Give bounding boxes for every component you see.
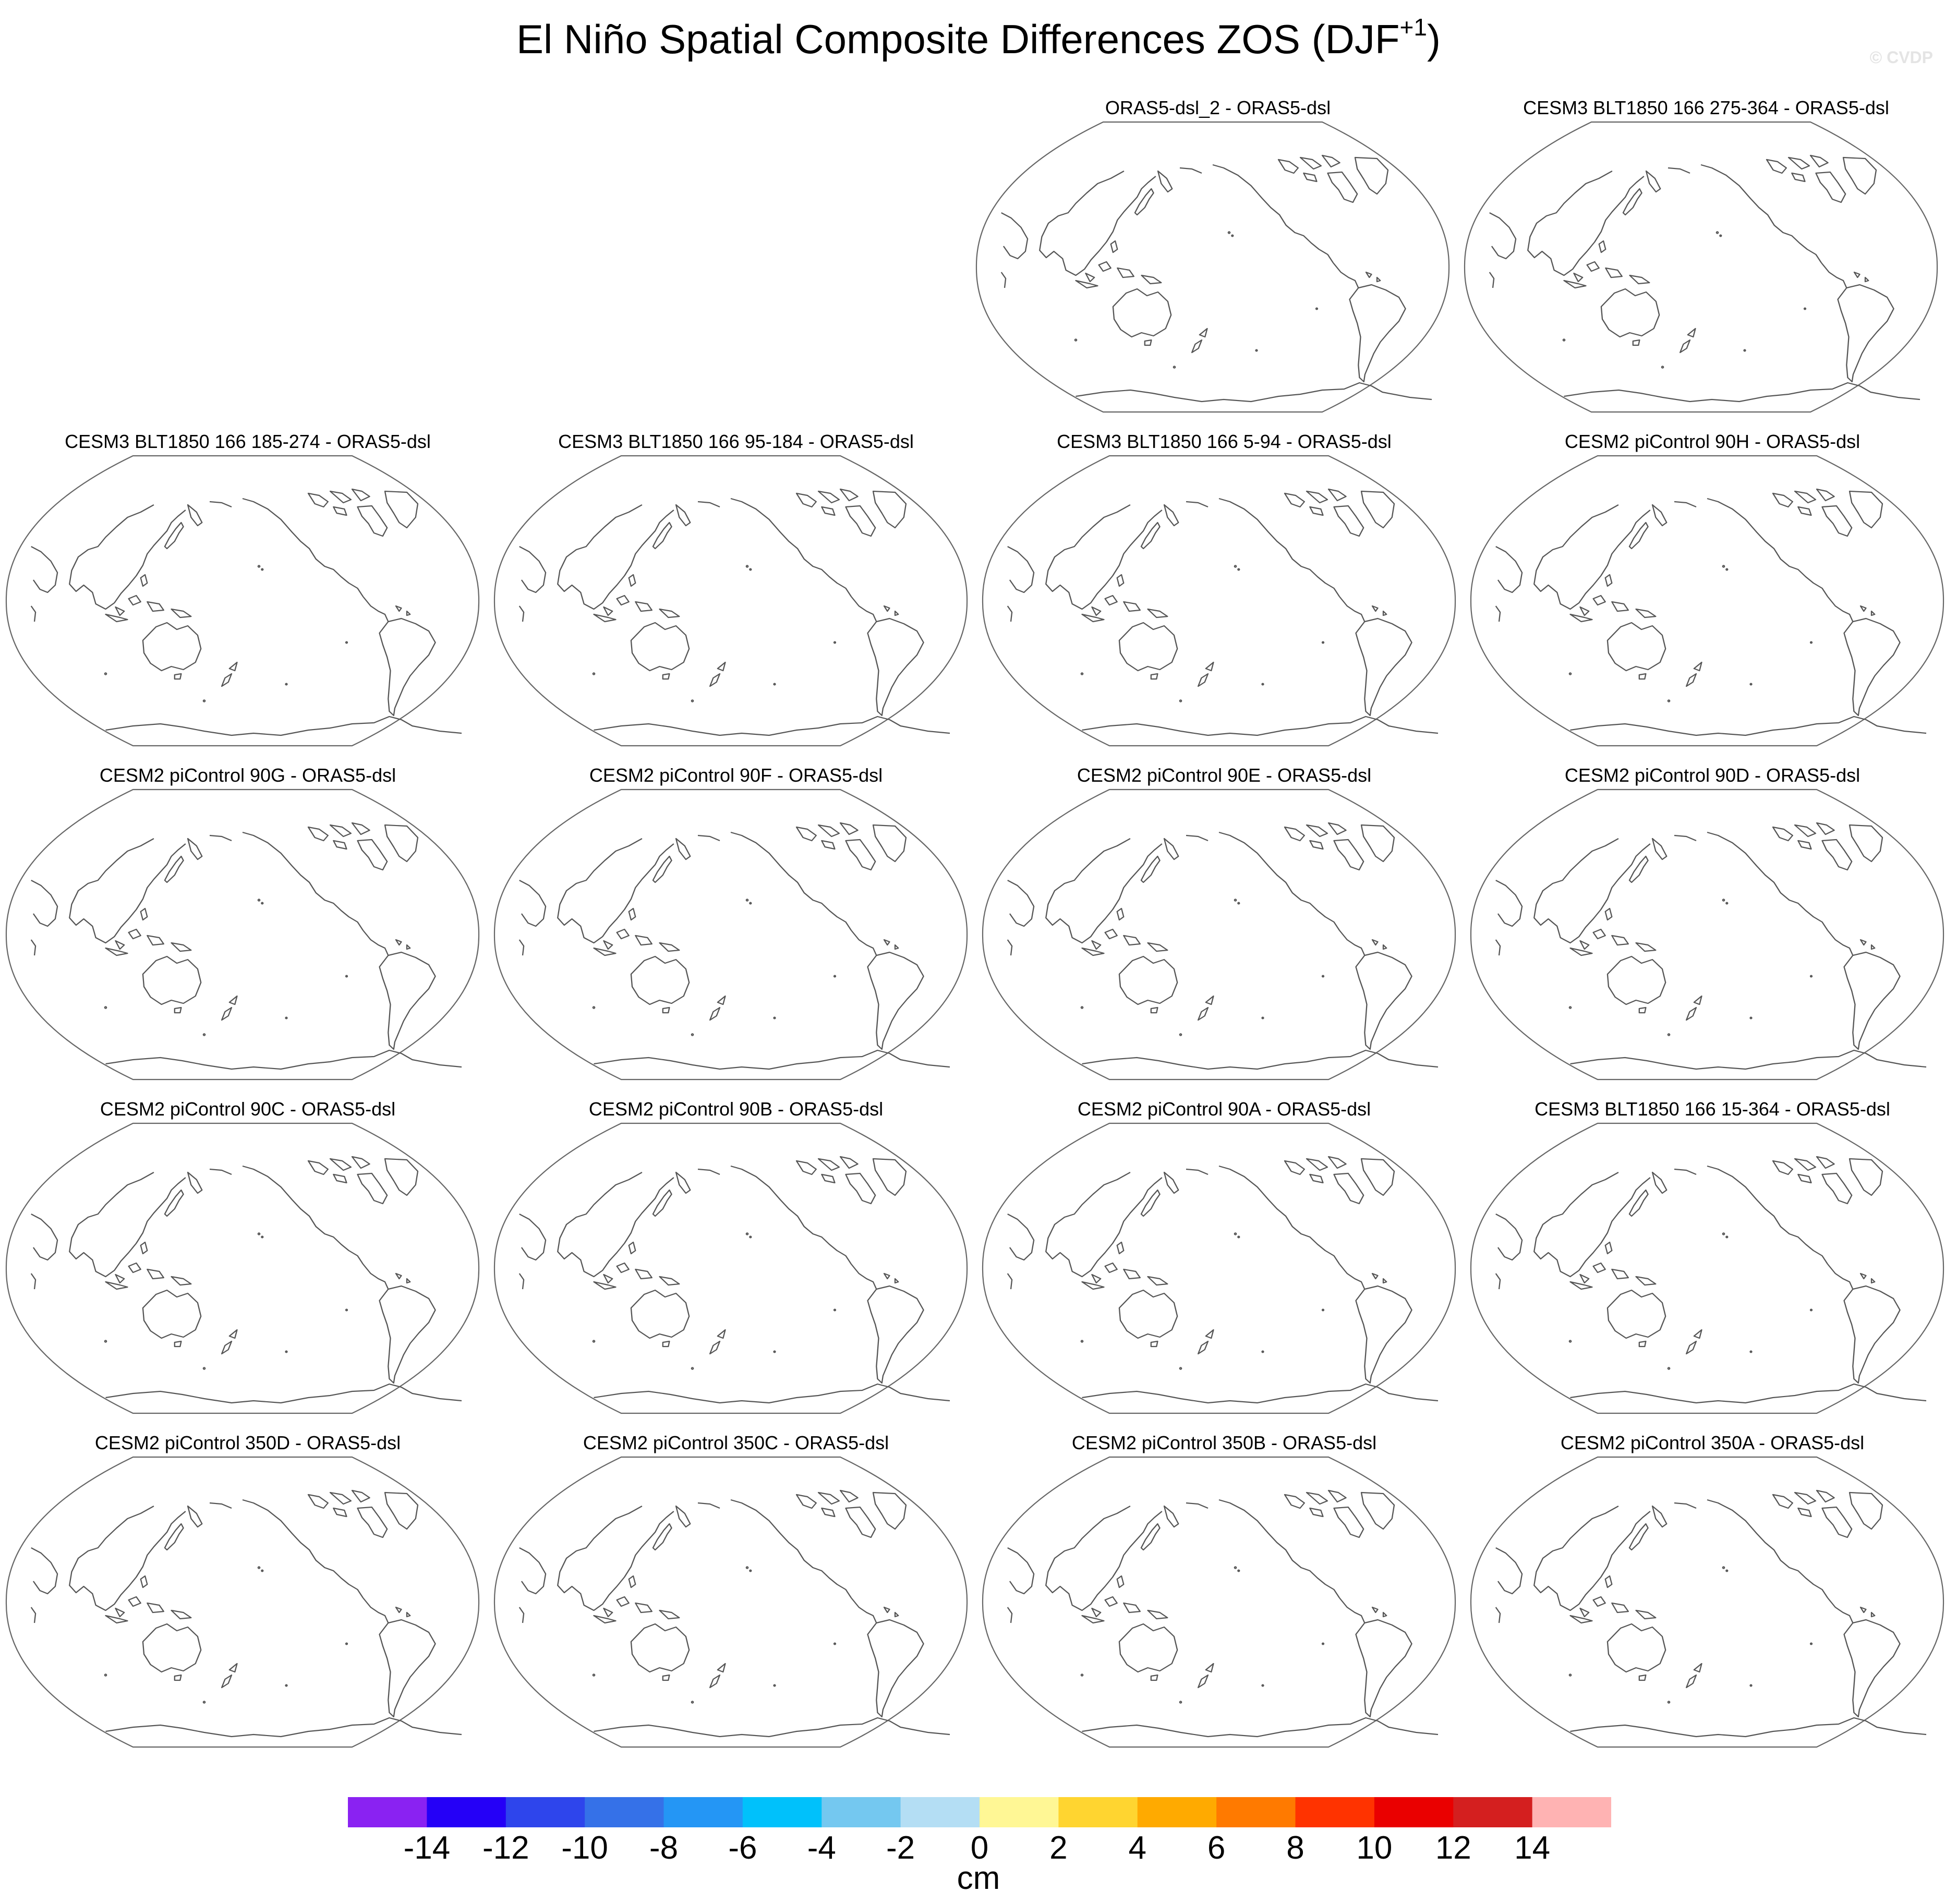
panel-title: CESM3 BLT1850 166 95-184 - ORAS5-dsl <box>558 431 914 452</box>
panel-title: CESM2 piControl 90A - ORAS5-dsl <box>1077 1098 1371 1120</box>
world-map <box>982 1122 1456 1414</box>
colorbar-swatch <box>1137 1797 1217 1827</box>
colorbar-swatch <box>1058 1797 1138 1827</box>
world-map <box>1464 121 1938 413</box>
world-map <box>982 455 1456 747</box>
panel-title: CESM2 piControl 350C - ORAS5-dsl <box>583 1432 889 1453</box>
colorbar-tick-label: -6 <box>728 1830 757 1866</box>
map-panel: CESM2 piControl 90D - ORAS5-dsl <box>1470 765 1955 1098</box>
map-panel: CESM3 BLT1850 166 185-274 - ORAS5-dsl <box>5 431 490 765</box>
colorbar-tick-label: -12 <box>482 1830 529 1866</box>
colorbar-swatch <box>1532 1797 1611 1827</box>
panel-title: CESM2 piControl 90D - ORAS5-dsl <box>1564 765 1861 786</box>
colorbar-tick-label: -2 <box>886 1830 915 1866</box>
map-panel: CESM2 piControl 90A - ORAS5-dsl <box>982 1098 1467 1432</box>
map-panel: CESM3 BLT1850 166 95-184 - ORAS5-dsl <box>493 431 978 765</box>
panel-title: CESM3 BLT1850 166 15-364 - ORAS5-dsl <box>1535 1098 1890 1120</box>
world-map <box>1470 455 1944 747</box>
colorbar-swatch <box>427 1797 506 1827</box>
panel-title: CESM2 piControl 90G - ORAS5-dsl <box>99 765 396 786</box>
colorbar-tick-label: 12 <box>1435 1830 1471 1866</box>
world-map <box>982 1456 1456 1748</box>
world-map <box>493 789 968 1081</box>
map-panel: CESM2 piControl 350C - ORAS5-dsl <box>493 1432 978 1766</box>
world-map <box>1470 1122 1944 1414</box>
colorbar-swatch <box>348 1797 427 1827</box>
map-panel: CESM2 piControl 90F - ORAS5-dsl <box>493 765 978 1098</box>
colorbar-swatch <box>900 1797 980 1827</box>
map-panel: CESM2 piControl 350B - ORAS5-dsl <box>982 1432 1467 1766</box>
colorbar-swatch <box>585 1797 665 1827</box>
map-panel: CESM2 piControl 90G - ORAS5-dsl <box>5 765 490 1098</box>
world-map <box>493 455 968 747</box>
map-panel: CESM2 piControl 350A - ORAS5-dsl <box>1470 1432 1955 1766</box>
colorbar <box>348 1797 1611 1827</box>
colorbar-tick-label: -8 <box>649 1830 679 1866</box>
world-map <box>5 1122 480 1414</box>
panel-title: CESM2 piControl 90B - ORAS5-dsl <box>588 1098 884 1120</box>
panel-title: CESM2 piControl 90E - ORAS5-dsl <box>1077 765 1372 786</box>
world-map <box>5 455 480 747</box>
world-map <box>493 1122 968 1414</box>
map-panel: CESM2 piControl 90E - ORAS5-dsl <box>982 765 1467 1098</box>
colorbar-tick-label: 6 <box>1207 1830 1226 1866</box>
map-panel: CESM3 BLT1850 166 275-364 - ORAS5-dsl <box>1464 97 1949 431</box>
map-panel: CESM2 piControl 90B - ORAS5-dsl <box>493 1098 978 1432</box>
world-map <box>1470 789 1944 1081</box>
panel-title: CESM2 piControl 90C - ORAS5-dsl <box>100 1098 396 1120</box>
colorbar-units: cm <box>957 1860 1000 1896</box>
panel-title: CESM2 piControl 90F - ORAS5-dsl <box>589 765 883 786</box>
world-map <box>975 121 1450 413</box>
colorbar-tick-label: 8 <box>1286 1830 1304 1866</box>
colorbar-tick-label: -4 <box>807 1830 836 1866</box>
world-map <box>982 789 1456 1081</box>
world-map <box>493 1456 968 1748</box>
world-map <box>1470 1456 1944 1748</box>
colorbar-swatch <box>1216 1797 1296 1827</box>
colorbar-swatch <box>742 1797 822 1827</box>
colorbar-tick-label: 14 <box>1514 1830 1551 1866</box>
colorbar-tick-label: 10 <box>1356 1830 1393 1866</box>
panel-title: CESM2 piControl 350B - ORAS5-dsl <box>1071 1432 1377 1453</box>
colorbar-swatch <box>980 1797 1059 1827</box>
colorbar-swatch <box>663 1797 743 1827</box>
colorbar-swatch <box>1295 1797 1375 1827</box>
colorbar-tick-label: -10 <box>561 1830 608 1866</box>
map-panel: CESM2 piControl 350D - ORAS5-dsl <box>5 1432 490 1766</box>
panel-title: CESM2 piControl 90H - ORAS5-dsl <box>1564 431 1861 452</box>
world-map <box>5 1456 480 1748</box>
map-panel: CESM2 piControl 90C - ORAS5-dsl <box>5 1098 490 1432</box>
colorbar-swatch <box>505 1797 585 1827</box>
colorbar-tick-label: 4 <box>1128 1830 1147 1866</box>
colorbar-swatch <box>1453 1797 1533 1827</box>
cvdp-watermark: © CVDP <box>1869 48 1933 67</box>
panel-title: CESM3 BLT1850 166 5-94 - ORAS5-dsl <box>1057 431 1392 452</box>
panel-title: CESM3 BLT1850 166 275-364 - ORAS5-dsl <box>1523 97 1889 118</box>
panel-title: CESM2 piControl 350D - ORAS5-dsl <box>94 1432 401 1453</box>
colorbar-swatch <box>1374 1797 1454 1827</box>
colorbar-swatch <box>822 1797 901 1827</box>
map-panel: CESM3 BLT1850 166 15-364 - ORAS5-dsl <box>1470 1098 1955 1432</box>
figure-title: El Niño Spatial Composite Differences ZO… <box>516 14 1441 62</box>
panel-title: CESM3 BLT1850 166 185-274 - ORAS5-dsl <box>65 431 431 452</box>
colorbar-tick-label: 2 <box>1049 1830 1068 1866</box>
panel-title: ORAS5-dsl_2 - ORAS5-dsl <box>1105 97 1331 118</box>
colorbar-tick-label: 0 <box>970 1830 989 1866</box>
map-panel: CESM2 piControl 90H - ORAS5-dsl <box>1470 431 1955 765</box>
map-panel: CESM3 BLT1850 166 5-94 - ORAS5-dsl <box>982 431 1467 765</box>
colorbar-tick-label: -14 <box>403 1830 451 1866</box>
world-map <box>5 789 480 1081</box>
map-panel: ORAS5-dsl_2 - ORAS5-dsl <box>975 97 1460 431</box>
panel-title: CESM2 piControl 350A - ORAS5-dsl <box>1560 1432 1865 1453</box>
